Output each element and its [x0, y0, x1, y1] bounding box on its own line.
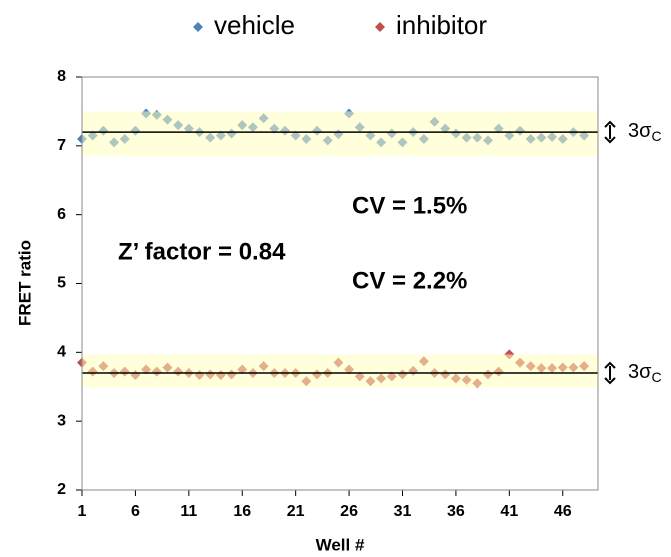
x-tick-label: 46	[554, 503, 572, 520]
band-label: 3σC	[628, 361, 662, 384]
x-tick-label: 31	[394, 503, 412, 520]
y-tick-label: 6	[57, 206, 66, 223]
annotation: CV = 1.5%	[352, 192, 467, 219]
x-tick-label: 1	[78, 503, 87, 520]
band-label-sub: C	[651, 128, 661, 144]
annotation: CV = 2.2%	[352, 267, 467, 294]
x-axis-title: Well #	[316, 535, 365, 554]
x-tick-label: 6	[131, 503, 140, 520]
band-label-main: 3σ	[628, 120, 652, 142]
sigma-band	[82, 354, 598, 388]
legend-label: inhibitor	[396, 10, 487, 40]
arrow-head	[604, 361, 616, 385]
legend-marker	[193, 22, 203, 32]
x-tick-label: 21	[287, 503, 305, 520]
y-tick-label: 4	[57, 344, 66, 361]
plot-frame	[81, 76, 599, 491]
x-tick-label: 11	[180, 503, 197, 520]
x-tick-label: 16	[233, 503, 251, 520]
annotation: Z’ factor = 0.84	[118, 238, 286, 265]
y-tick-label: 8	[57, 68, 66, 85]
band-label: 3σC	[628, 120, 662, 143]
legend-marker	[375, 22, 385, 32]
arrow-head	[604, 120, 616, 144]
x-tick-label: 41	[500, 503, 518, 520]
y-tick-label: 7	[57, 137, 66, 154]
band-label-sub: C	[651, 369, 661, 385]
x-tick-label: 36	[447, 503, 465, 520]
legend-label: vehicle	[214, 10, 295, 40]
x-tick-label: 26	[340, 503, 358, 520]
y-tick-label: 5	[57, 275, 66, 292]
y-axis-title: FRET ratio	[15, 240, 34, 326]
y-tick-label: 2	[57, 481, 66, 498]
sigma-band	[82, 111, 598, 157]
y-tick-label: 3	[57, 412, 66, 429]
band-label-main: 3σ	[628, 361, 652, 383]
